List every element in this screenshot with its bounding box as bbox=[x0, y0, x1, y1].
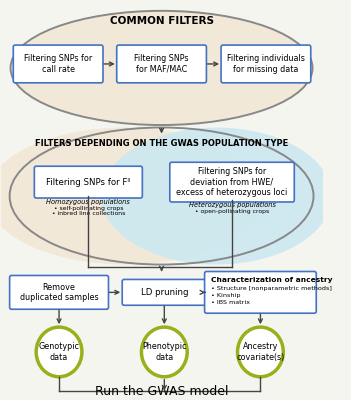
Text: Filtering SNPs for
deviation from HWE/
excess of heterozygous loci: Filtering SNPs for deviation from HWE/ e… bbox=[177, 167, 288, 197]
Ellipse shape bbox=[11, 11, 313, 125]
Text: • open-pollinating crops: • open-pollinating crops bbox=[195, 209, 269, 214]
Text: Remove
duplicated samples: Remove duplicated samples bbox=[20, 283, 98, 302]
Circle shape bbox=[36, 327, 82, 377]
Text: Run the GWAS model: Run the GWAS model bbox=[95, 385, 228, 398]
Text: Filtering SNPs for Fᴵᴵ: Filtering SNPs for Fᴵᴵ bbox=[46, 178, 131, 187]
Text: COMMON FILTERS: COMMON FILTERS bbox=[110, 16, 213, 26]
Circle shape bbox=[238, 327, 283, 377]
Ellipse shape bbox=[0, 128, 263, 264]
FancyBboxPatch shape bbox=[9, 276, 108, 309]
Text: FILTERS DEPENDING ON THE GWAS POPULATION TYPE: FILTERS DEPENDING ON THE GWAS POPULATION… bbox=[35, 139, 288, 148]
Text: • Structure [nonparametric methods]: • Structure [nonparametric methods] bbox=[211, 286, 332, 291]
Text: LD pruning: LD pruning bbox=[140, 288, 188, 297]
FancyBboxPatch shape bbox=[221, 45, 311, 83]
FancyBboxPatch shape bbox=[13, 45, 103, 83]
Text: Genotypic
data: Genotypic data bbox=[39, 342, 80, 362]
Text: • self-pollinating crops: • self-pollinating crops bbox=[54, 206, 123, 211]
FancyBboxPatch shape bbox=[34, 166, 143, 198]
Text: Homozygous populations: Homozygous populations bbox=[46, 199, 130, 205]
Text: Filtering individuals
for missing data: Filtering individuals for missing data bbox=[227, 54, 305, 74]
FancyBboxPatch shape bbox=[170, 162, 294, 202]
Text: Heterozygous populations: Heterozygous populations bbox=[188, 202, 276, 208]
Ellipse shape bbox=[101, 128, 332, 264]
Text: Characterization of ancestry: Characterization of ancestry bbox=[211, 278, 332, 284]
Text: Ancestry
covariate(s): Ancestry covariate(s) bbox=[236, 342, 285, 362]
Text: Filtering SNPs
for MAF/MAC: Filtering SNPs for MAF/MAC bbox=[134, 54, 189, 74]
Text: • Kinship: • Kinship bbox=[211, 293, 240, 298]
FancyBboxPatch shape bbox=[117, 45, 206, 83]
Text: • IBS matrix: • IBS matrix bbox=[211, 300, 250, 305]
Circle shape bbox=[141, 327, 187, 377]
Text: • inbred line collections: • inbred line collections bbox=[52, 211, 125, 216]
Text: Filtering SNPs for
call rate: Filtering SNPs for call rate bbox=[24, 54, 92, 74]
FancyBboxPatch shape bbox=[205, 272, 316, 313]
FancyBboxPatch shape bbox=[122, 280, 206, 305]
Text: Phenotypic
data: Phenotypic data bbox=[142, 342, 187, 362]
